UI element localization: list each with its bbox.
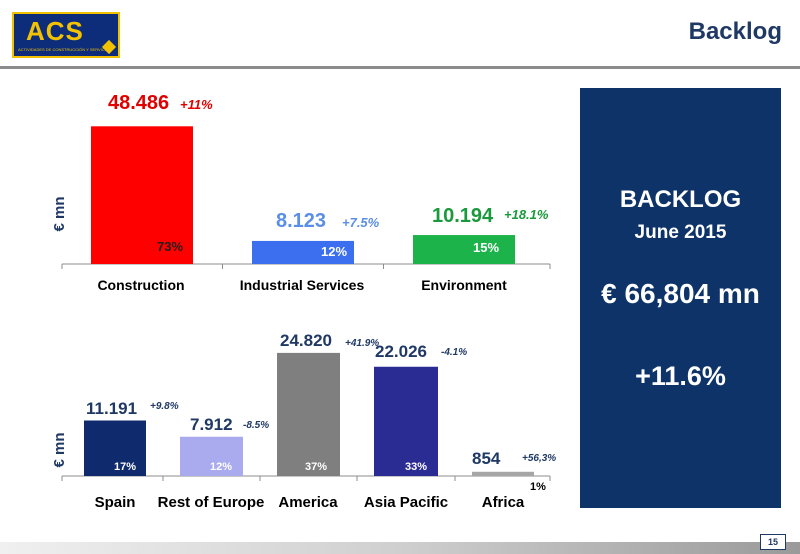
summary-date: June 2015 — [634, 222, 727, 243]
category-label: America — [278, 494, 338, 511]
category-label: Environment — [421, 277, 507, 293]
bar — [277, 352, 340, 476]
summary-heading: BACKLOG — [619, 186, 742, 213]
share-label: 12% — [210, 461, 232, 473]
y-axis-label: € mn — [51, 196, 68, 231]
value-label: 11.191 — [86, 399, 137, 418]
page-number: 15 — [760, 534, 786, 550]
growth-label: +9.8% — [150, 401, 179, 412]
share-label: 12% — [321, 244, 347, 259]
share-label: 15% — [473, 240, 499, 255]
value-label: 10.194 — [432, 205, 494, 227]
summary-total: € 66,804 mn — [601, 278, 760, 309]
growth-label: +11% — [180, 97, 213, 112]
bar — [91, 126, 193, 264]
value-label: 7.912 — [190, 415, 233, 434]
growth-label: +41.9% — [345, 338, 379, 349]
y-axis-label: € mn — [51, 432, 68, 467]
bar — [472, 471, 534, 476]
category-label: Africa — [482, 494, 525, 511]
share-label: 33% — [405, 461, 427, 473]
growth-label: +56,3% — [522, 453, 556, 464]
company-logo: ACS ACTIVIDADES DE CONSTRUCCIÓN Y SERVIC… — [12, 12, 120, 58]
footer-bar — [0, 542, 800, 554]
bar — [413, 235, 515, 264]
value-label: 854 — [472, 449, 501, 468]
growth-label: -8.5% — [243, 420, 269, 431]
category-label: Spain — [95, 494, 136, 511]
bar — [84, 420, 146, 476]
logo-text: ACS — [26, 16, 84, 46]
value-label: 8.123 — [276, 210, 326, 232]
growth-label: -4.1% — [441, 347, 467, 358]
value-label: 48.486 — [108, 92, 169, 114]
logo-subtitle: ACTIVIDADES DE CONSTRUCCIÓN Y SERVICIOS — [18, 47, 106, 52]
category-label: Asia Pacific — [364, 494, 448, 511]
summary-panel: BACKLOG June 2015 € 66,804 mn +11.6% — [580, 88, 781, 508]
backlog-charts: € mn Construction 48.486 +11% 73% Industrial … — [51, 92, 556, 511]
category-label: Industrial Services — [240, 277, 365, 293]
bar — [180, 436, 243, 476]
bar — [252, 240, 354, 264]
share-label: 1% — [530, 481, 546, 493]
value-label: 24.820 — [280, 331, 332, 350]
share-label: 17% — [114, 461, 136, 473]
header-divider — [0, 66, 800, 69]
growth-label: +18.1% — [504, 207, 549, 222]
summary-growth: +11.6% — [635, 361, 726, 391]
growth-label: +7.5% — [342, 215, 380, 230]
category-label: Construction — [97, 277, 184, 293]
value-label: 22.026 — [375, 342, 427, 361]
category-label: Rest of Europe — [158, 494, 265, 511]
bar — [374, 366, 438, 476]
share-label: 73% — [157, 239, 183, 254]
share-label: 37% — [305, 461, 327, 473]
page-title: Backlog — [688, 18, 782, 45]
